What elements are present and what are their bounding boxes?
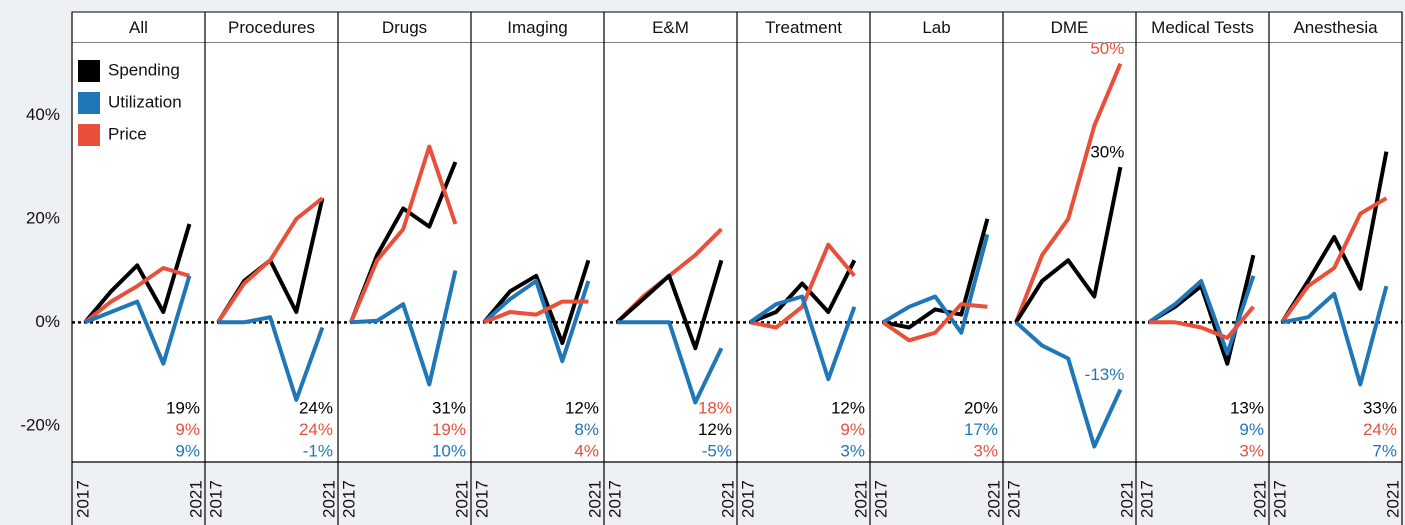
value-label: 50% [1090, 39, 1124, 58]
panel-title: Drugs [382, 18, 427, 37]
x-tick-label: 2017 [738, 480, 757, 518]
legend-swatch [78, 124, 100, 146]
panel-title: DME [1051, 18, 1089, 37]
series-line [617, 320, 724, 405]
value-label: 17% [964, 420, 998, 439]
x-tick-label: 2017 [1270, 480, 1289, 518]
series-line [83, 223, 192, 324]
legend-swatch [78, 60, 100, 82]
value-label: 8% [574, 420, 599, 439]
value-label: 20% [964, 398, 998, 417]
panel-title: Anesthesia [1293, 18, 1378, 37]
value-label: 13% [1230, 398, 1264, 417]
panel-title: Imaging [507, 18, 567, 37]
series-line [748, 294, 857, 382]
value-label: 12% [698, 420, 732, 439]
x-tick-label: 2021 [1117, 480, 1136, 518]
value-label: 9% [175, 420, 200, 439]
value-label: -1% [303, 441, 333, 460]
value-label: 18% [698, 398, 732, 417]
series-line [83, 266, 190, 324]
series-line [1280, 196, 1388, 324]
series-line [749, 259, 857, 325]
value-label: 24% [299, 420, 333, 439]
x-tick-label: 2021 [452, 480, 471, 518]
legend-label: Utilization [108, 92, 182, 111]
y-tick-label: 20% [26, 208, 60, 227]
value-label: 7% [1372, 441, 1397, 460]
panel-title: All [129, 18, 148, 37]
legend-swatch [78, 92, 100, 114]
series-line [483, 299, 589, 325]
series-line [615, 259, 724, 351]
series-line [881, 302, 988, 343]
value-label: -13% [1085, 365, 1125, 384]
value-label: 9% [840, 420, 865, 439]
panel-title: Treatment [765, 18, 842, 37]
value-label: 24% [299, 398, 333, 417]
panel-title: Lab [922, 18, 950, 37]
legend-label: Price [108, 124, 147, 143]
series-line [1149, 305, 1255, 340]
x-tick-label: 2017 [605, 480, 624, 518]
panel-title: E&M [652, 18, 689, 37]
series-line [84, 275, 192, 366]
x-tick-label: 2021 [319, 480, 338, 518]
value-label: 12% [565, 398, 599, 417]
series-line [749, 242, 856, 330]
value-label: 3% [973, 441, 998, 460]
series-line [349, 144, 458, 324]
series-line [482, 259, 591, 345]
value-label: 9% [1239, 420, 1264, 439]
x-tick-label: 2021 [851, 480, 870, 518]
series-line [1281, 285, 1389, 387]
series-line [216, 196, 324, 324]
value-label: 24% [1363, 420, 1397, 439]
value-label: 3% [1239, 441, 1264, 460]
x-tick-label: 2017 [472, 480, 491, 518]
value-label: 9% [175, 441, 200, 460]
x-tick-label: 2017 [73, 480, 92, 518]
x-tick-label: 2021 [984, 480, 1003, 518]
series-line [350, 270, 458, 387]
y-tick-label: 0% [35, 312, 60, 331]
value-label: 19% [432, 420, 466, 439]
legend-label: Spending [108, 60, 180, 79]
value-label: 3% [840, 441, 865, 460]
panel-title: Medical Tests [1151, 18, 1254, 37]
x-tick-label: 2021 [186, 480, 205, 518]
value-label: 30% [1090, 143, 1124, 162]
x-tick-label: 2017 [206, 480, 225, 518]
value-label: 33% [1363, 398, 1397, 417]
value-label: 4% [574, 441, 599, 460]
series-line [881, 233, 990, 335]
series-line [1014, 62, 1123, 324]
panel-title: Procedures [228, 18, 315, 37]
value-label: 12% [831, 398, 865, 417]
x-tick-label: 2017 [1137, 480, 1156, 518]
series-line [1014, 166, 1123, 324]
value-label: 19% [166, 398, 200, 417]
series-line [482, 279, 591, 364]
x-tick-label: 2021 [1250, 480, 1269, 518]
value-label: -5% [702, 441, 732, 460]
value-label: 31% [432, 398, 466, 417]
x-tick-label: 2021 [585, 480, 604, 518]
value-label: 10% [432, 441, 466, 460]
x-tick-label: 2021 [718, 480, 737, 518]
x-tick-label: 2017 [1004, 480, 1023, 518]
series-line [1014, 320, 1123, 449]
y-tick-label: -20% [20, 415, 60, 434]
x-tick-label: 2017 [871, 480, 890, 518]
x-tick-label: 2021 [1383, 480, 1402, 518]
x-tick-label: 2017 [339, 480, 358, 518]
y-tick-label: 40% [26, 105, 60, 124]
series-line [218, 315, 325, 402]
series-line [882, 218, 990, 330]
